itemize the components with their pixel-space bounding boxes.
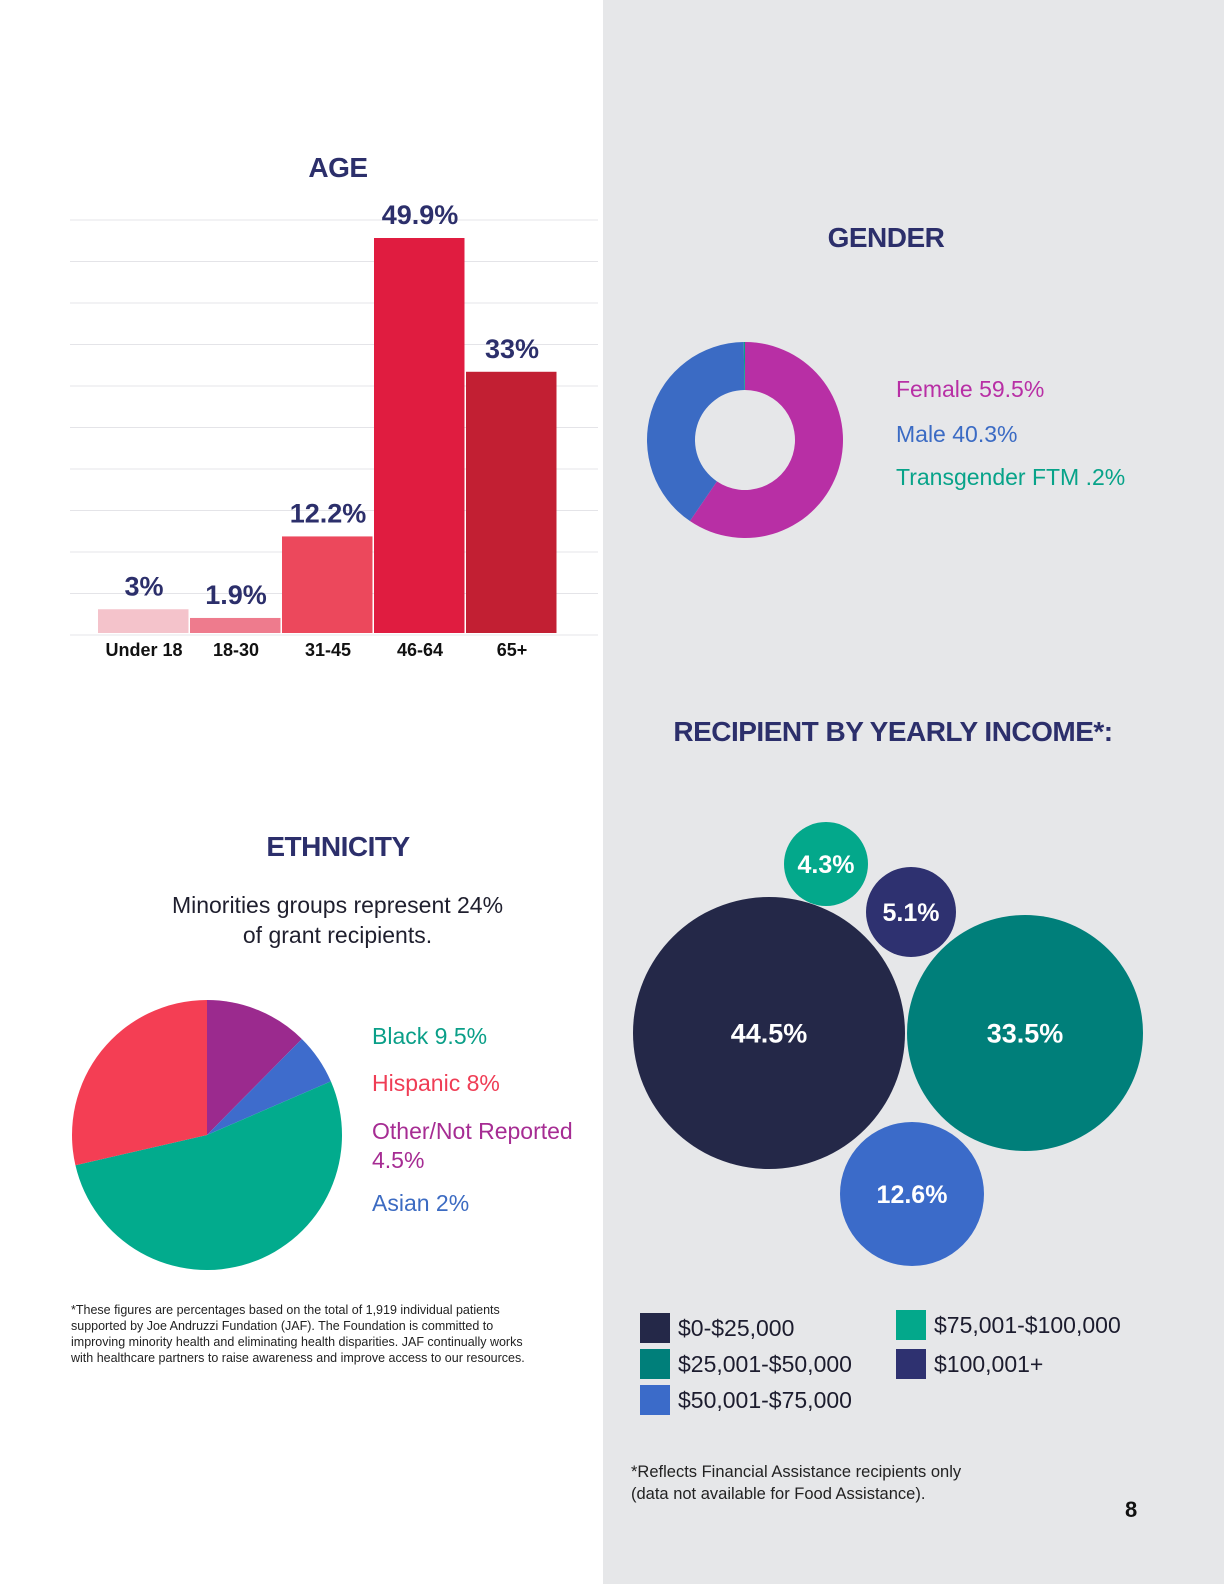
subtitle-line: Minorities groups represent 24% [171,892,504,918]
income-legend-label: $100,001+ [934,1350,1044,1377]
income-bubble [840,1122,984,1266]
age-bar-value-label: 33% [485,334,539,364]
footnote-line: (data not available for Food Assistance)… [631,1485,926,1503]
ethnicity-subtitle: Minorities groups represent 24% of grant… [100,890,575,950]
age-bar-chart: 3% Under 18 1.9% 18-30 12.2% 31-45 49.9% 46-64 3… [70,200,598,660]
footnote-line: *These figures are percentages based on … [71,1303,500,1317]
income-bubble-label: 12.6% [877,1181,948,1209]
gender-legend-male: Male 40.3% [896,421,1018,447]
ethnicity-legend-other-line1: Other/Not Reported [372,1118,573,1144]
income-legend-label: $50,001-$75,000 [678,1386,852,1413]
income-bubble [784,822,868,906]
age-bar [374,238,465,633]
footnote-line: *Reflects Financial Assistance recipient… [631,1463,962,1481]
age-category-label: 46-64 [397,640,443,660]
gender-chart-title: GENDER [827,222,945,253]
income-bubble-label: 5.1% [883,899,940,927]
gender-legend-transgender: Transgender FTM .2% [896,464,1126,490]
ethnicity-footnote: *These figures are percentages based on … [71,1302,591,1366]
ethnicity-legend-other: Other/Not Reported 4.5% [372,1117,573,1175]
income-legend-label: $25,001-$50,000 [678,1350,852,1377]
age-chart-title: AGE [308,152,368,183]
income-bubble-label: 4.3% [798,851,855,879]
age-category-label: 65+ [497,640,528,660]
ethnicity-slice [207,1038,331,1135]
ethnicity-pie-chart [72,1000,342,1270]
income-legend-item: $0-$25,000 [640,1313,794,1343]
income-bubble [866,867,956,957]
ethnicity-legend-asian: Asian 2% [372,1190,470,1216]
age-bar [98,609,189,633]
gender-slice [647,342,745,522]
gender-legend-female: Female 59.5% [896,376,1045,402]
income-legend-item: $100,001+ [896,1349,1043,1379]
ethnicity-slice [72,1000,208,1166]
footnote-line: improving minority health and eliminatin… [71,1335,523,1349]
income-bubble-label: 33.5% [987,1018,1064,1048]
income-legend-item: $25,001-$50,000 [640,1349,852,1379]
age-category-label: 31-45 [305,640,351,660]
age-bar-value-label: 49.9% [382,200,459,230]
age-category-label: Under 18 [105,640,182,660]
income-legend-label: $0-$25,000 [678,1314,795,1341]
income-legend-item: $75,001-$100,000 [896,1310,1121,1340]
income-legend-swatch [896,1310,926,1340]
income-legend-label: $75,001-$100,000 [934,1311,1121,1338]
gender-donut-chart [647,342,843,538]
ethnicity-chart-title: ETHNICITY [266,831,410,862]
ethnicity-legend-other-line2: 4.5% [372,1147,425,1173]
ethnicity-slice [75,1081,342,1270]
footnote-line: with healthcare partners to raise awaren… [71,1351,525,1365]
income-bubble [907,915,1143,1151]
ethnicity-slice [207,1000,302,1135]
age-bar [282,536,373,633]
income-bubble-chart: 44.5% 33.5% 12.6% 4.3% 5.1% [633,822,1143,1266]
income-legend-item: $50,001-$75,000 [640,1385,852,1415]
income-legend-swatch [896,1349,926,1379]
page-number: 8 [1125,1497,1138,1522]
age-bar-value-label: 1.9% [205,580,267,610]
ethnicity-legend-hispanic: Hispanic 8% [372,1070,500,1096]
income-legend-swatch [640,1313,670,1343]
income-footnote: *Reflects Financial Assistance recipient… [631,1461,961,1505]
age-bar [466,371,557,633]
age-bar [190,617,281,633]
income-bubble-label: 44.5% [731,1018,808,1048]
gender-slice [743,342,745,391]
income-chart-title: RECIPIENT BY YEARLY INCOME*: [673,716,1113,747]
age-bar-value-label: 3% [124,571,163,601]
income-legend-swatch [640,1349,670,1379]
footnote-line: supported by Joe Andruzzi Fundation (JAF… [71,1319,494,1333]
subtitle-line: of grant recipients. [242,922,433,948]
age-bar-value-label: 12.2% [290,498,367,528]
age-category-label: 18-30 [213,640,259,660]
income-bubble [633,897,905,1169]
ethnicity-legend-black: Black 9.5% [372,1023,488,1049]
income-legend-swatch [640,1385,670,1415]
gender-slice [689,342,843,538]
